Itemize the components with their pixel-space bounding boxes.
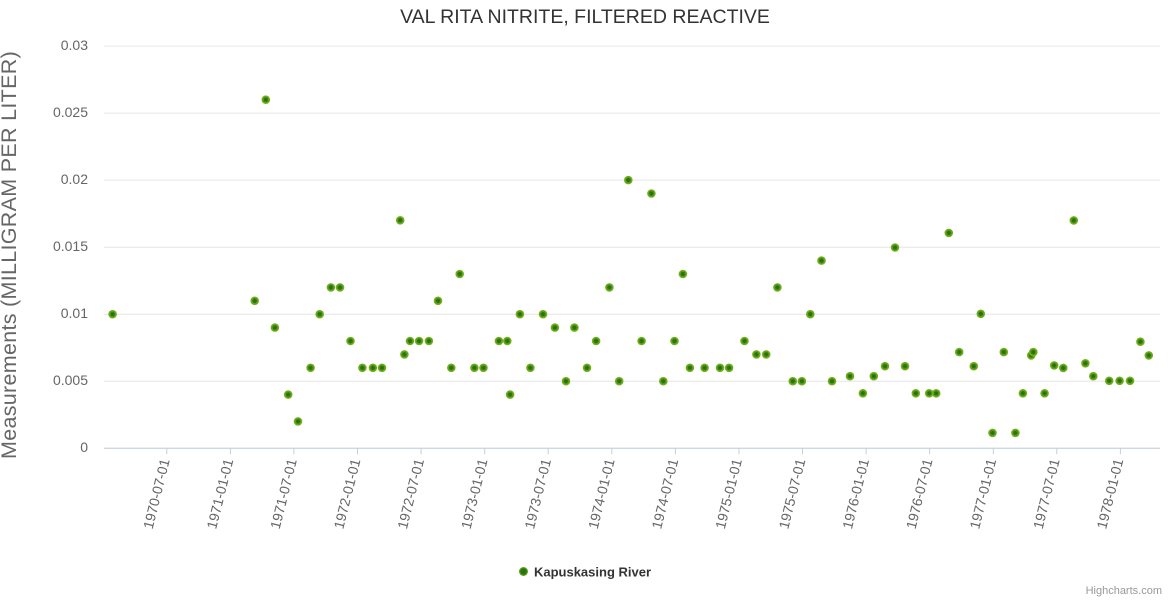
svg-text:1974-01-01: 1974-01-01	[585, 457, 618, 531]
svg-text:1973-01-01: 1973-01-01	[458, 457, 491, 531]
svg-text:1977-01-01: 1977-01-01	[966, 457, 999, 531]
svg-text:1975-01-01: 1975-01-01	[712, 457, 745, 531]
svg-text:1975-07-01: 1975-07-01	[776, 457, 809, 531]
svg-text:1976-01-01: 1976-01-01	[839, 457, 872, 531]
svg-text:1973-07-01: 1973-07-01	[521, 457, 554, 531]
svg-text:1971-01-01: 1971-01-01	[203, 457, 236, 531]
svg-text:1971-07-01: 1971-07-01	[267, 457, 300, 531]
svg-text:1976-07-01: 1976-07-01	[903, 457, 936, 531]
svg-text:0.025: 0.025	[53, 104, 88, 120]
svg-text:0.01: 0.01	[61, 305, 88, 321]
svg-text:1970-07-01: 1970-07-01	[140, 457, 173, 531]
svg-text:0: 0	[80, 439, 88, 455]
svg-text:0.015: 0.015	[53, 238, 88, 254]
svg-text:0.03: 0.03	[61, 37, 88, 53]
svg-text:1978-01-01: 1978-01-01	[1093, 457, 1126, 531]
svg-text:0.005: 0.005	[53, 372, 88, 388]
svg-text:1972-07-01: 1972-07-01	[394, 457, 427, 531]
svg-text:0.02: 0.02	[61, 171, 88, 187]
svg-text:Measurements (MILLIGRAM PER LI: Measurements (MILLIGRAM PER LITER)	[0, 51, 21, 459]
svg-text:1972-01-01: 1972-01-01	[331, 457, 364, 531]
svg-text:1974-07-01: 1974-07-01	[648, 457, 681, 531]
svg-text:1977-07-01: 1977-07-01	[1030, 457, 1063, 531]
